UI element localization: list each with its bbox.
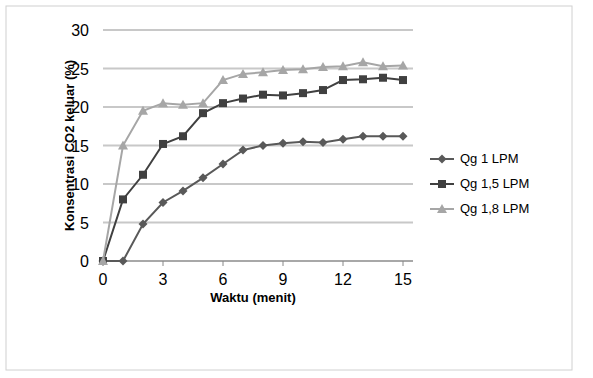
x-tick bbox=[403, 261, 404, 266]
grid-line bbox=[103, 29, 413, 31]
x-tick-label: 9 bbox=[279, 271, 288, 288]
data-point bbox=[119, 257, 128, 266]
legend: Qg 1 LPM Qg 1,5 LPM Qg 1,8 LPM bbox=[430, 151, 529, 216]
series-line bbox=[103, 78, 403, 261]
data-point bbox=[118, 141, 128, 150]
data-point bbox=[398, 60, 408, 69]
data-point bbox=[299, 137, 308, 146]
data-point bbox=[279, 91, 287, 99]
data-point bbox=[318, 62, 328, 71]
data-point bbox=[258, 67, 268, 76]
data-point bbox=[199, 109, 207, 117]
legend-label: Qg 1,8 LPM bbox=[460, 201, 529, 216]
data-point bbox=[239, 146, 248, 155]
data-point bbox=[199, 173, 208, 182]
data-point bbox=[339, 76, 347, 84]
data-point bbox=[359, 75, 367, 83]
data-point bbox=[238, 69, 248, 78]
series-line bbox=[103, 136, 403, 261]
x-tick-label: 3 bbox=[159, 271, 168, 288]
data-point bbox=[219, 99, 227, 107]
data-point bbox=[159, 198, 168, 207]
data-point bbox=[99, 257, 107, 265]
data-point bbox=[319, 86, 327, 94]
y-axis-label: Konsentrasi CO2 keluar (%) bbox=[62, 60, 77, 231]
data-point bbox=[259, 141, 268, 150]
data-point bbox=[139, 220, 148, 229]
data-point bbox=[119, 195, 127, 203]
data-point bbox=[138, 106, 148, 115]
y-tick-label: 0 bbox=[80, 253, 89, 270]
x-tick bbox=[343, 261, 344, 266]
x-tick bbox=[163, 261, 164, 266]
data-point bbox=[178, 100, 188, 109]
x-tick bbox=[223, 261, 224, 266]
plot-area bbox=[98, 57, 408, 265]
x-axis bbox=[103, 261, 413, 262]
data-point bbox=[99, 257, 108, 266]
grid-line bbox=[103, 183, 413, 185]
data-point bbox=[158, 98, 168, 107]
data-point bbox=[259, 91, 267, 99]
data-point bbox=[278, 65, 288, 74]
data-point bbox=[379, 74, 387, 82]
data-point bbox=[98, 256, 108, 265]
grid-line bbox=[103, 260, 413, 262]
chart: 05101520253003691215Waktu (menit)Konsent… bbox=[0, 0, 593, 378]
data-point bbox=[179, 186, 188, 195]
y-tick-label: 5 bbox=[80, 215, 89, 232]
data-point bbox=[338, 61, 348, 70]
data-point bbox=[319, 138, 328, 147]
legend-marker bbox=[438, 155, 447, 164]
data-point bbox=[359, 132, 368, 141]
data-point bbox=[279, 139, 288, 148]
data-point bbox=[159, 140, 167, 148]
data-point bbox=[219, 159, 228, 168]
legend-marker bbox=[437, 204, 447, 213]
x-tick bbox=[283, 261, 284, 266]
x-axis-label: Waktu (menit) bbox=[210, 290, 295, 305]
legend-label: Qg 1,5 LPM bbox=[460, 176, 529, 191]
data-point bbox=[298, 64, 308, 73]
grid-line bbox=[103, 68, 413, 70]
x-tick-label: 0 bbox=[99, 271, 108, 288]
x-tick-label: 6 bbox=[219, 271, 228, 288]
data-point bbox=[379, 132, 388, 141]
legend-marker bbox=[438, 180, 446, 188]
data-point bbox=[198, 98, 208, 107]
chart-border bbox=[6, 6, 572, 370]
y-tick-label: 30 bbox=[71, 22, 89, 39]
data-point bbox=[139, 171, 147, 179]
data-point bbox=[358, 57, 368, 66]
legend-label: Qg 1 LPM bbox=[460, 151, 519, 166]
series-line bbox=[103, 62, 403, 261]
data-point bbox=[339, 135, 348, 144]
x-tick-label: 12 bbox=[334, 271, 352, 288]
grid-line bbox=[103, 222, 413, 224]
data-point bbox=[218, 75, 228, 84]
data-point bbox=[299, 89, 307, 97]
data-point bbox=[239, 95, 247, 103]
data-point bbox=[399, 132, 408, 141]
data-point bbox=[399, 76, 407, 84]
data-point bbox=[179, 132, 187, 140]
data-point bbox=[378, 61, 388, 70]
x-tick-label: 15 bbox=[394, 271, 412, 288]
